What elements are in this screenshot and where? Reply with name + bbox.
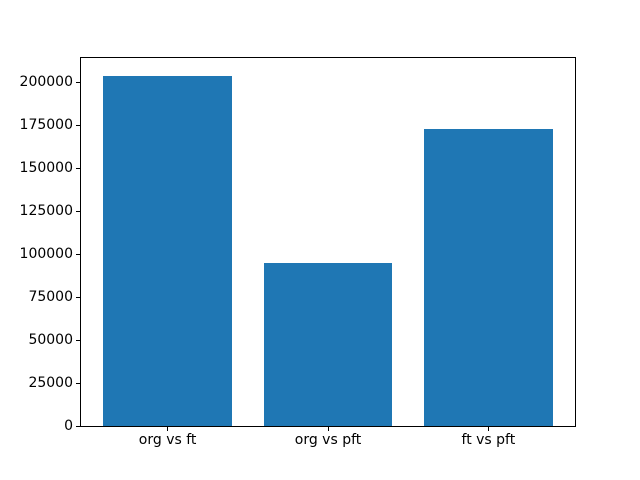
y-tick-mark <box>76 382 80 384</box>
y-tick-mark <box>76 210 80 212</box>
y-tick-mark <box>76 167 80 169</box>
x-tick-mark <box>487 427 489 431</box>
bar-ft-vs-pft <box>424 128 553 426</box>
y-tick-label: 75000 <box>28 289 73 306</box>
x-tick-mark <box>167 427 169 431</box>
y-tick-label: 50000 <box>28 332 73 349</box>
y-tick-mark <box>76 339 80 341</box>
y-tick-label: 175000 <box>19 117 73 134</box>
bar-org-vs-pft <box>263 262 393 426</box>
x-tick-label: org vs ft <box>138 432 197 448</box>
x-tick-label: ft vs pft <box>461 432 516 448</box>
y-tick-label: 25000 <box>28 375 73 392</box>
plot-area <box>80 57 576 427</box>
x-tick-mark <box>327 427 329 431</box>
y-tick-label: 0 <box>64 418 73 434</box>
y-tick-mark <box>76 425 80 427</box>
y-tick-mark <box>76 124 80 126</box>
y-tick-mark <box>76 253 80 255</box>
y-tick-label: 125000 <box>19 203 73 220</box>
y-tick-label: 200000 <box>19 74 73 91</box>
y-tick-mark <box>76 81 80 83</box>
y-tick-label: 150000 <box>19 160 73 177</box>
y-tick-label: 100000 <box>19 246 73 263</box>
y-tick-mark <box>76 296 80 298</box>
x-tick-label: org vs pft <box>294 432 362 448</box>
bar-org-vs-ft <box>103 75 232 426</box>
